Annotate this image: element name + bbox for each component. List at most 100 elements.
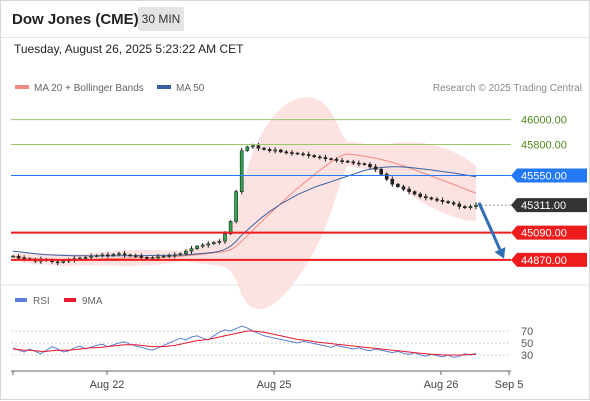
price-levels: 46000.00 45800.00 45550.00 45311.00 45090.00…: [11, 115, 587, 267]
candle-body: [106, 254, 110, 257]
candle: [217, 239, 222, 245]
candle: [351, 159, 356, 166]
candle-body: [390, 178, 395, 185]
candle-body: [262, 147, 266, 150]
candle-body: [217, 241, 222, 243]
candle: [189, 245, 194, 254]
candle-body: [78, 257, 82, 260]
candle-body: [457, 203, 462, 207]
candle-body: [334, 159, 339, 161]
candle-body: [178, 253, 183, 256]
candle-body: [379, 169, 384, 175]
candle: [122, 250, 127, 258]
candle-body: [206, 243, 210, 246]
candle-body: [345, 160, 350, 163]
candle: [173, 252, 177, 259]
candle-body: [122, 253, 127, 256]
candle: [373, 164, 378, 173]
candle: [379, 168, 384, 176]
timeframe-button[interactable]: 30 MIN: [138, 7, 184, 31]
rsi-tick-label: 50: [521, 338, 533, 350]
candle: [423, 193, 428, 201]
candle-body: [94, 255, 99, 257]
candle-body: [396, 183, 400, 187]
candle-body: [468, 206, 473, 209]
candle: [278, 148, 283, 154]
candle: [167, 253, 171, 259]
candle-body: [61, 260, 66, 263]
candle: [306, 151, 311, 159]
candle: [474, 202, 478, 210]
candle: [184, 249, 188, 256]
candle: [245, 145, 250, 152]
candle-body: [245, 146, 250, 151]
price-level: 46000.00: [11, 115, 567, 127]
candle: [161, 254, 166, 259]
candle-body: [117, 253, 121, 255]
time-tick-label: Aug 25: [257, 379, 292, 391]
candle-body: [89, 255, 93, 258]
level-badge: [511, 225, 587, 240]
candle-body: [189, 248, 194, 252]
candle: [323, 154, 328, 162]
forecast-arrow: [477, 202, 506, 259]
candle-body: [423, 196, 428, 199]
candle: [284, 149, 289, 155]
candle-body: [312, 155, 317, 158]
candle-body: [139, 255, 144, 258]
forecast-arrow-head: [494, 247, 506, 259]
level-badge: [511, 168, 587, 183]
candle: [368, 162, 372, 169]
candle-body: [284, 151, 289, 154]
candle-body: [290, 152, 294, 154]
candle: [273, 147, 278, 154]
candle-body: [373, 166, 378, 170]
candle: [239, 147, 244, 195]
time-axis: Aug 22 Aug 25 Aug 26 Sep 5: [12, 371, 523, 391]
candle: [117, 251, 121, 257]
candle: [329, 157, 333, 161]
candle: [446, 200, 450, 205]
candle-body: [273, 149, 278, 152]
legend-label-9ma: 9MA: [82, 296, 103, 307]
candle: [100, 252, 105, 258]
candle: [418, 192, 423, 199]
candle-body: [278, 149, 283, 153]
candle-body: [340, 160, 344, 162]
candle-body: [351, 161, 356, 164]
candle-body: [195, 245, 199, 249]
candle-body: [267, 149, 272, 151]
rsi-tick-label: 30: [521, 350, 533, 362]
candle: [407, 186, 411, 195]
candle-body: [451, 202, 456, 205]
candle: [345, 159, 350, 164]
candle-body: [239, 150, 244, 192]
level-label: 45311.00: [521, 200, 566, 212]
candle-body: [200, 244, 205, 247]
candle: [106, 252, 110, 259]
candle: [340, 157, 344, 164]
time-tick-label: Aug 22: [90, 379, 125, 391]
candle-body: [462, 206, 467, 209]
candle-body: [22, 257, 27, 260]
candle-body: [251, 145, 255, 148]
candle: [133, 253, 138, 259]
candle: [390, 176, 395, 187]
level-label: 46000.00: [521, 115, 567, 127]
price-level: 45090.00: [11, 225, 587, 240]
candle-body: [161, 255, 166, 258]
level-label: 45800.00: [521, 139, 567, 151]
legend-credit: Research © 2025 Trading Central: [433, 83, 582, 94]
candle-body: [11, 255, 15, 258]
candle: [94, 254, 99, 258]
candle: [11, 254, 15, 258]
candle-body: [407, 188, 411, 192]
candle: [357, 160, 361, 167]
candle: [206, 241, 210, 248]
legend-swatch-ma50: [157, 85, 171, 89]
candle-body: [16, 255, 21, 259]
candle: [290, 149, 294, 156]
candle-body: [55, 261, 60, 264]
